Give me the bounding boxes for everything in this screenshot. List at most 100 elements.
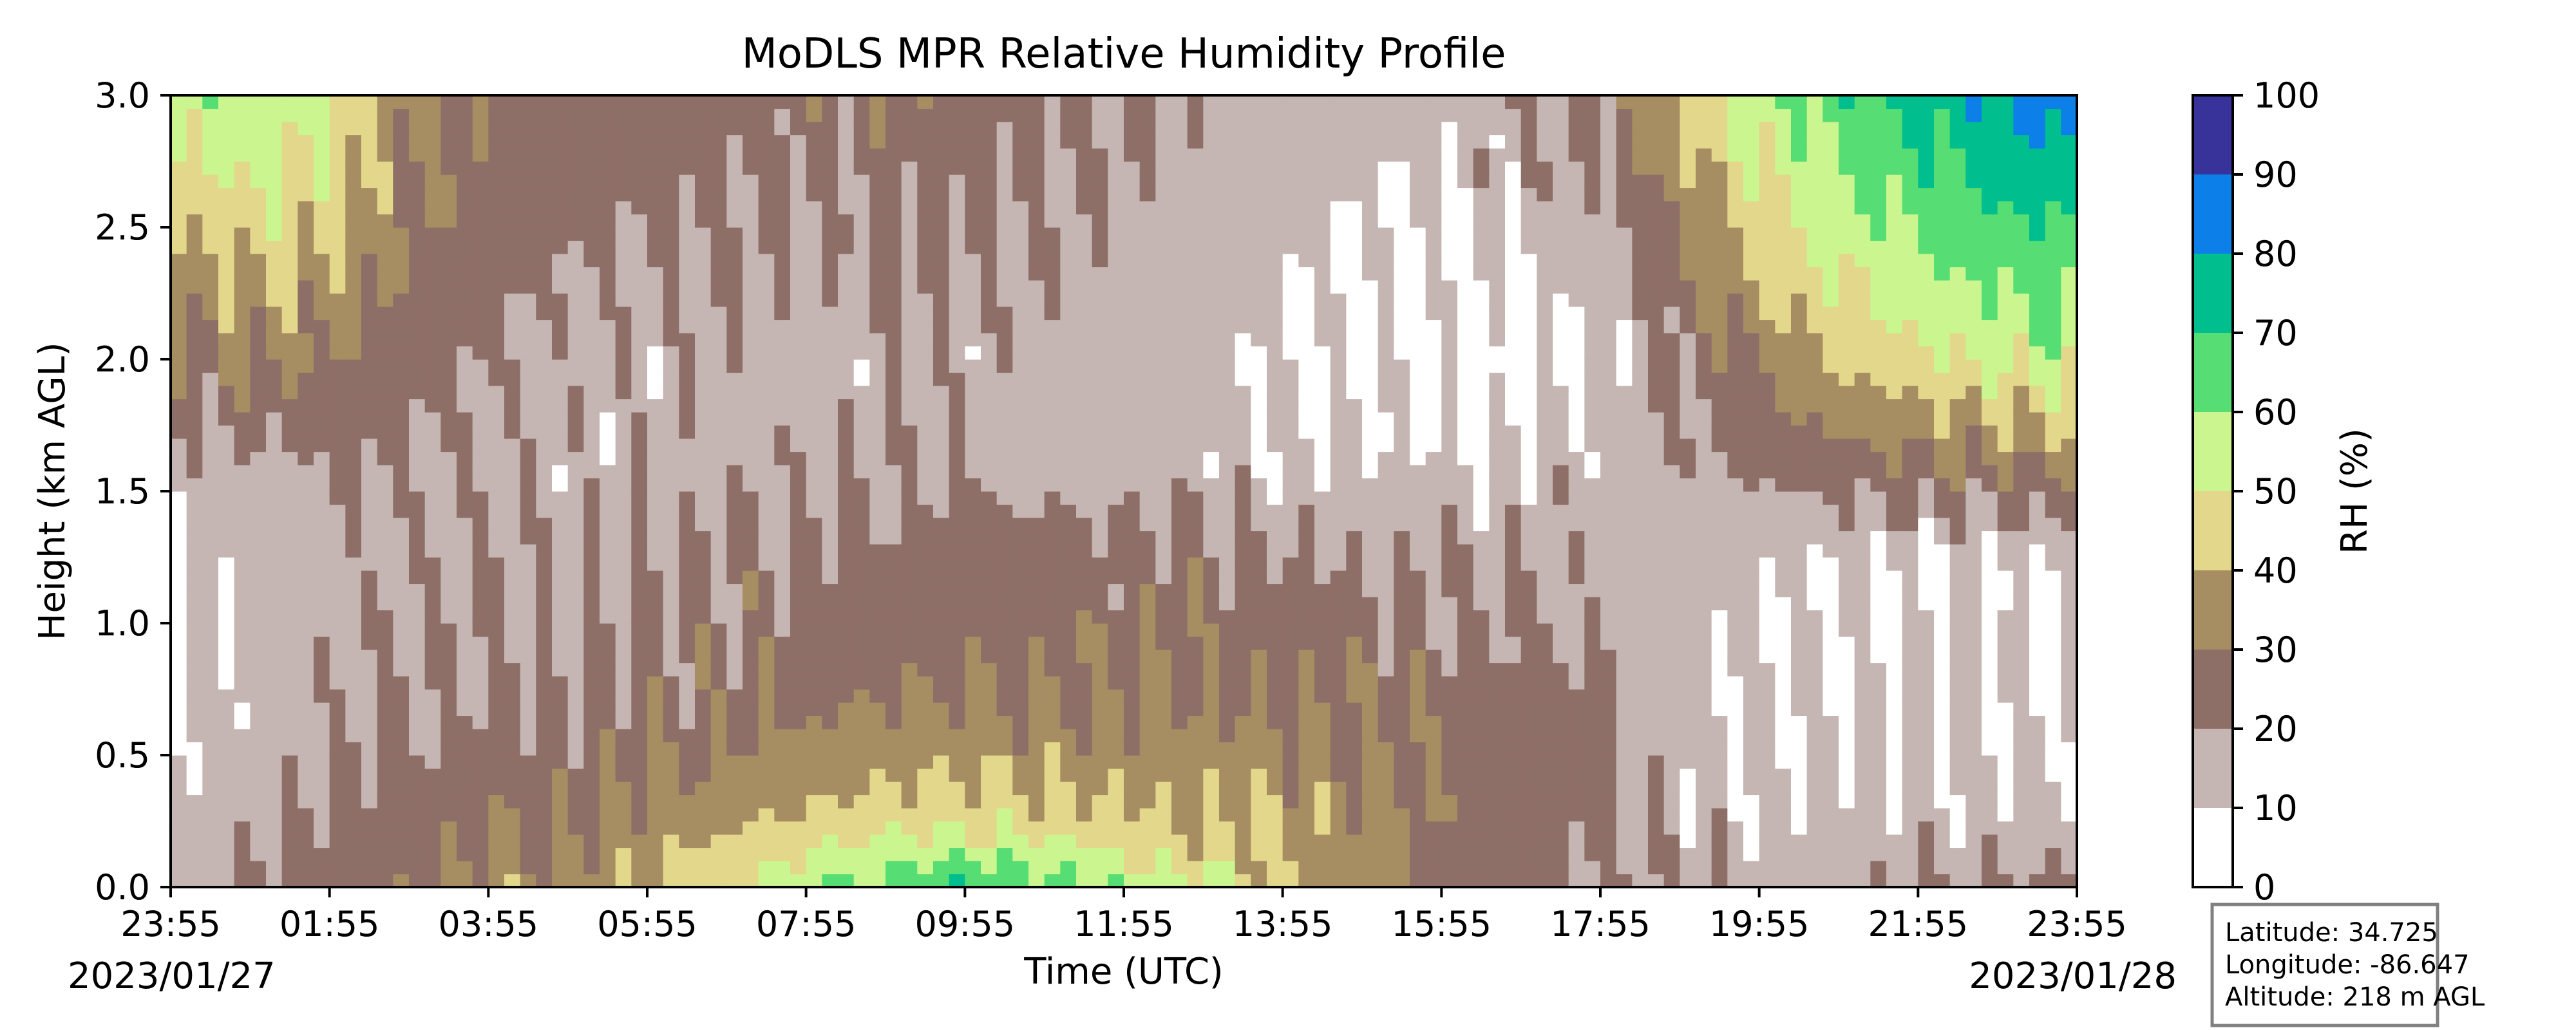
rh-cell (1425, 386, 1442, 400)
rh-cell (1219, 412, 1236, 426)
rh-cell (1314, 491, 1331, 505)
rh-cell (600, 161, 616, 175)
rh-cell (202, 636, 219, 650)
rh-cell (1267, 504, 1283, 518)
rh-cell (1346, 834, 1363, 848)
rh-cell (314, 201, 330, 215)
rh-cell (1124, 465, 1141, 479)
rh-cell (695, 861, 712, 875)
rh-cell (1362, 782, 1379, 796)
rh-cell (663, 834, 679, 848)
rh-cell (1441, 768, 1458, 782)
rh-cell (552, 108, 569, 122)
rh-cell (1139, 544, 1156, 558)
rh-cell (774, 465, 791, 479)
rh-cell (600, 306, 616, 321)
rh-cell (345, 702, 362, 716)
rh-cell (424, 808, 441, 822)
rh-cell (424, 293, 441, 307)
rh-cell (1298, 742, 1315, 756)
rh-cell (822, 570, 838, 585)
rh-cell (1203, 544, 1220, 558)
rh-cell (583, 583, 600, 597)
rh-cell (647, 478, 664, 492)
rh-cell (663, 544, 679, 558)
rh-cell (440, 530, 457, 545)
rh-cell (345, 782, 362, 796)
rh-cell (1267, 372, 1283, 386)
rh-cell (869, 451, 886, 465)
rh-cell (743, 95, 759, 109)
rh-cell (1378, 412, 1394, 426)
rh-cell (361, 544, 378, 558)
rh-cell (1187, 610, 1204, 624)
rh-cell (1219, 267, 1236, 281)
rh-cell (1473, 372, 1490, 386)
rh-cell (1378, 267, 1394, 281)
rh-cell (1362, 650, 1379, 664)
rh-cell (996, 557, 1013, 571)
rh-cell (1187, 794, 1204, 809)
rh-cell (298, 768, 314, 782)
rh-cell (298, 451, 314, 465)
rh-cell (1076, 478, 1093, 492)
rh-cell (440, 398, 457, 413)
rh-cell (393, 267, 410, 281)
rh-cell (1060, 821, 1077, 835)
rh-cell (1314, 821, 1331, 835)
rh-cell (917, 95, 934, 109)
rh-cell (933, 319, 950, 333)
rh-cell (615, 372, 632, 386)
rh-cell (886, 623, 902, 637)
rh-cell (440, 148, 457, 162)
rh-cell (1108, 847, 1124, 861)
rh-cell (424, 161, 441, 175)
rh-cell (457, 821, 473, 835)
rh-cell (440, 729, 457, 743)
rh-cell (615, 135, 632, 149)
rh-cell (536, 530, 553, 545)
rh-cell (583, 438, 600, 453)
rh-cell (393, 254, 410, 268)
rh-cell (886, 412, 902, 426)
rh-cell (266, 280, 283, 294)
rh-cell (663, 610, 679, 624)
rh-cell (726, 306, 743, 321)
rh-cell (1203, 451, 1220, 465)
rh-cell (171, 583, 187, 597)
rh-cell (1394, 715, 1410, 729)
rh-cell (218, 293, 235, 307)
rh-cell (1251, 689, 1267, 703)
rh-cell (361, 267, 378, 281)
rh-cell (504, 412, 521, 426)
rh-cell (1410, 834, 1426, 848)
rh-cell (726, 214, 743, 228)
rh-cell (822, 794, 838, 809)
rh-cell (202, 597, 219, 611)
rh-cell (504, 161, 521, 175)
rh-cell (822, 333, 838, 347)
rh-cell (583, 834, 600, 848)
rh-cell (647, 570, 664, 585)
rh-cell (981, 834, 998, 848)
rh-cell (1457, 412, 1474, 426)
rh-cell (1124, 254, 1141, 268)
rh-cell (457, 742, 473, 756)
rh-cell (1012, 650, 1029, 664)
rh-cell (1394, 122, 1410, 136)
rh-cell (266, 359, 283, 373)
rh-cell (1457, 702, 1474, 716)
rh-cell (710, 847, 727, 861)
rh-cell (1044, 544, 1061, 558)
rh-cell (600, 662, 616, 677)
rh-cell (377, 834, 393, 848)
rh-cell (1267, 583, 1283, 597)
rh-cell (615, 333, 632, 347)
rh-cell (710, 623, 727, 637)
rh-cell (1028, 465, 1045, 479)
rh-cell (965, 650, 981, 664)
rh-cell (234, 742, 251, 756)
rh-cell (1378, 451, 1394, 465)
rh-cell (1346, 161, 1363, 175)
rh-cell (949, 214, 965, 228)
